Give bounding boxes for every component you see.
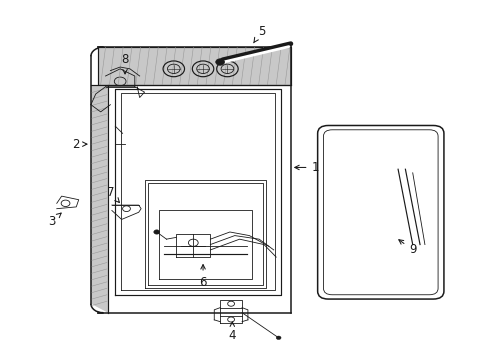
Text: 6: 6 — [199, 265, 206, 289]
Polygon shape — [91, 85, 108, 313]
Text: 8: 8 — [121, 53, 128, 74]
Polygon shape — [98, 47, 290, 85]
Text: 2: 2 — [72, 138, 87, 150]
Text: 3: 3 — [48, 213, 61, 228]
Text: 7: 7 — [106, 186, 119, 202]
Text: 5: 5 — [253, 25, 264, 43]
Circle shape — [276, 336, 281, 339]
Circle shape — [215, 59, 224, 65]
Text: 1: 1 — [294, 161, 318, 174]
Circle shape — [154, 230, 159, 234]
Text: 4: 4 — [228, 322, 236, 342]
Text: 9: 9 — [398, 240, 416, 256]
